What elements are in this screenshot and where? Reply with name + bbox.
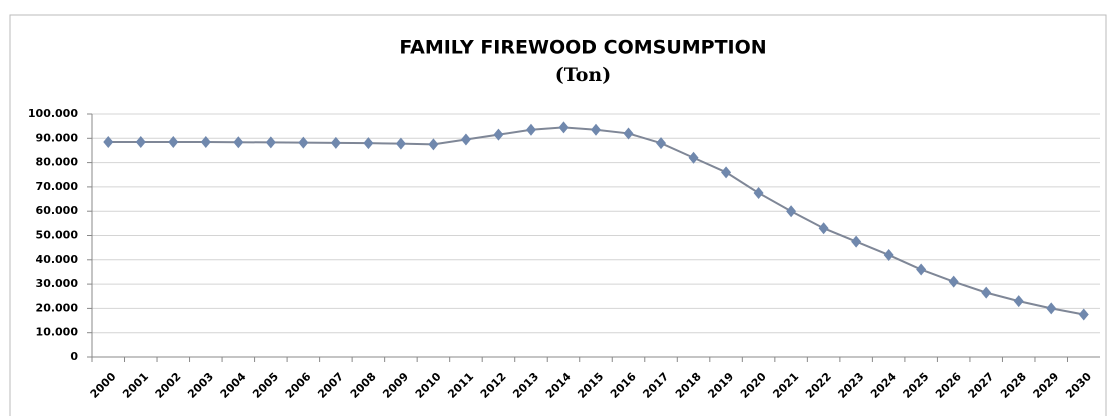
y-tick-label: 70.000 — [36, 180, 79, 193]
x-tick-label: 2007 — [315, 370, 346, 401]
x-tick-label: 2019 — [705, 370, 736, 401]
y-tick-label: 90.000 — [36, 131, 79, 144]
marker — [591, 123, 601, 136]
chart-title: FAMILY FIREWOOD COMSUMPTION — [399, 37, 766, 59]
chart-frame — [9, 14, 1107, 416]
x-tick-label: 2030 — [1063, 370, 1094, 401]
x-tick-label: 2015 — [575, 370, 606, 401]
marker — [525, 123, 536, 136]
y-tick-label: 0 — [70, 350, 78, 363]
x-tick-label: 2017 — [640, 370, 671, 401]
x-tick-label: 2016 — [608, 370, 639, 401]
line — [108, 126, 1084, 316]
x-tick-label: 2026 — [933, 370, 964, 401]
x-tick-label: 2024 — [868, 370, 899, 401]
marker — [135, 135, 146, 148]
x-tick-label: 2028 — [998, 370, 1029, 401]
marker — [688, 151, 699, 164]
x-tick-label: 2020 — [738, 370, 769, 401]
marker — [363, 137, 374, 150]
x-tick-label: 2012 — [478, 370, 509, 401]
x-tick-label: 2002 — [153, 370, 184, 401]
y-tick-label: 80.000 — [36, 156, 79, 169]
x-tick-label: 2027 — [966, 370, 997, 401]
marker — [623, 127, 634, 140]
marker — [493, 128, 504, 141]
y-tick-label: 100.000 — [28, 107, 78, 120]
x-tick-label: 2013 — [510, 370, 541, 401]
marker — [786, 205, 797, 218]
x-tick-label: 2029 — [1031, 370, 1062, 401]
marker — [558, 121, 569, 134]
chart-subtitle: (Ton) — [555, 64, 611, 86]
marker — [656, 137, 667, 150]
marker — [1046, 302, 1057, 315]
x-tick-label: 2014 — [543, 370, 574, 401]
y-tick-label: 30.000 — [36, 277, 79, 290]
x-tick-label: 2010 — [413, 370, 444, 401]
x-tick-label: 2023 — [836, 370, 867, 401]
marker — [265, 136, 276, 149]
x-tick-label: 2011 — [445, 370, 476, 401]
y-tick-label: 10.000 — [36, 326, 79, 339]
marker — [948, 275, 959, 288]
x-tick-label: 2009 — [380, 370, 411, 401]
x-tick-label: 2006 — [283, 370, 314, 401]
y-tick-label: 60.000 — [36, 204, 79, 217]
x-tick-label: 2001 — [120, 370, 151, 401]
x-tick-label: 2008 — [348, 370, 379, 401]
marker — [916, 263, 927, 276]
marker — [1013, 295, 1024, 308]
marker — [103, 135, 114, 148]
y-tick-label: 50.000 — [36, 229, 79, 242]
marker — [233, 136, 244, 149]
marker — [428, 138, 439, 151]
marker — [330, 136, 341, 149]
x-tick-label: 2021 — [770, 370, 801, 401]
marker — [298, 136, 309, 149]
x-tick-label: 2003 — [185, 370, 216, 401]
marker — [883, 248, 894, 261]
marker — [168, 135, 179, 148]
x-tick-label: 2022 — [803, 370, 834, 401]
marker — [818, 222, 829, 235]
marker — [851, 235, 862, 248]
marker — [200, 135, 211, 148]
y-tick-label: 20.000 — [36, 301, 79, 314]
x-tick-label: 2000 — [88, 370, 119, 401]
marker — [721, 166, 732, 179]
x-tick-label: 2018 — [673, 370, 704, 401]
marker — [981, 286, 992, 299]
x-tick-label: 2004 — [218, 370, 249, 401]
marker — [753, 186, 764, 199]
marker — [1078, 308, 1089, 321]
x-tick-label: 2005 — [250, 370, 281, 401]
marker — [460, 133, 471, 146]
y-tick-label: 40.000 — [36, 253, 79, 266]
x-tick-label: 2025 — [901, 370, 932, 401]
marker — [395, 137, 406, 150]
